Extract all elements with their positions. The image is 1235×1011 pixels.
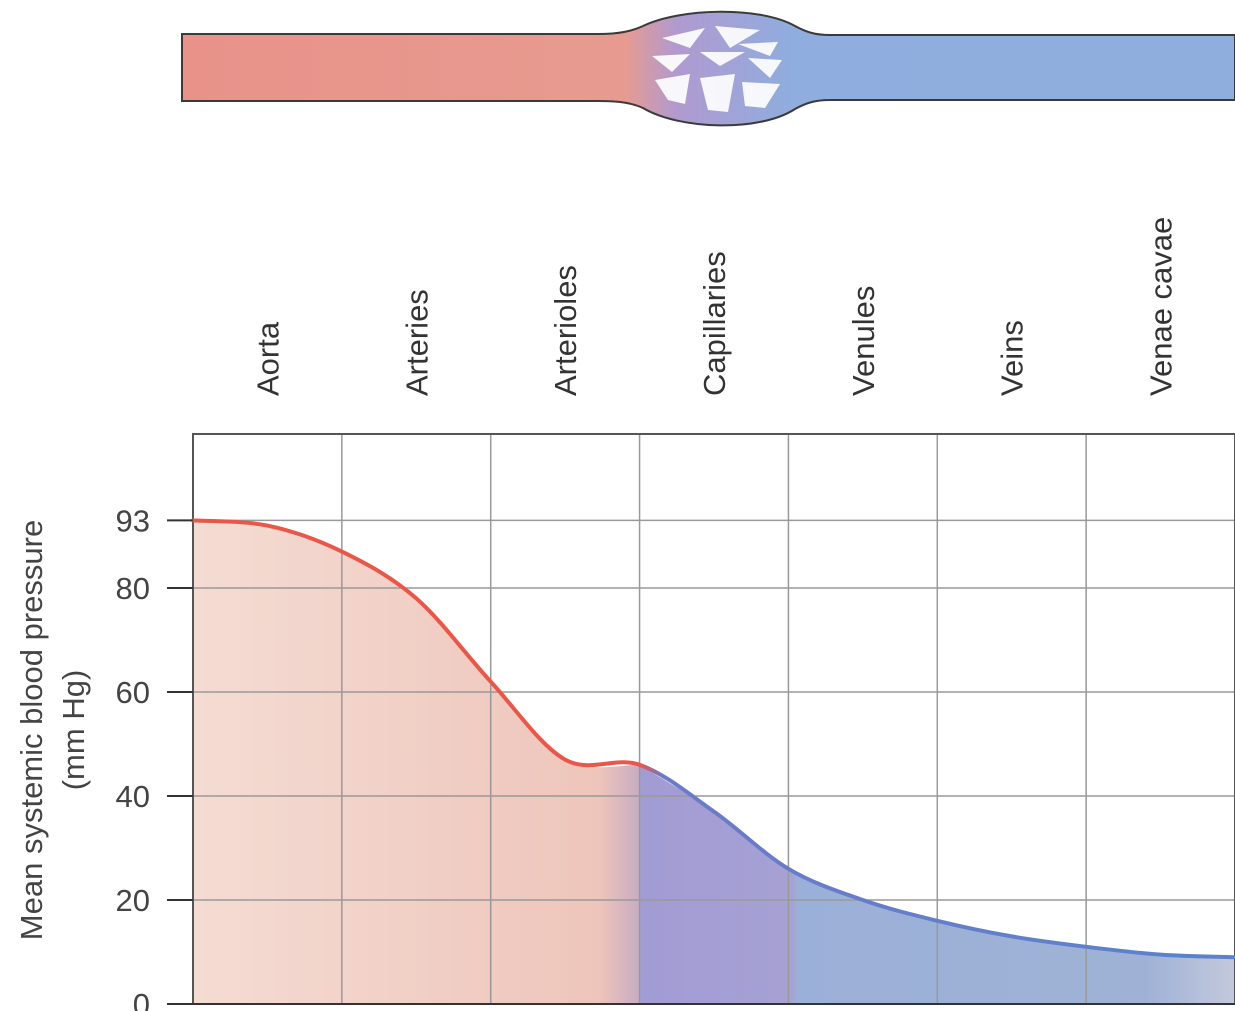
y-axis-unit: (mm Hg) bbox=[56, 670, 91, 791]
category-label: Arterioles bbox=[548, 265, 583, 396]
y-axis: 0 20 40 60 80 93 bbox=[116, 503, 193, 1011]
y-axis-label: Mean systemic blood pressure bbox=[14, 520, 49, 940]
y-tick-label: 20 bbox=[116, 883, 150, 918]
y-axis-title: Mean systemic blood pressure (mm Hg) bbox=[14, 520, 91, 940]
y-tick-label: 60 bbox=[116, 675, 150, 710]
y-tick-label: 0 bbox=[133, 987, 150, 1011]
category-labels: Aorta Arteries Arterioles Capillaries Venule… bbox=[250, 217, 1178, 396]
y-tick-label: 80 bbox=[116, 571, 150, 606]
grid-lines bbox=[193, 434, 1235, 1004]
category-label: Venules bbox=[846, 286, 881, 396]
blood-vessel-diagram bbox=[181, 10, 1235, 127]
plot-area bbox=[167, 433, 1235, 1005]
category-label: Capillaries bbox=[697, 251, 732, 396]
category-label: Veins bbox=[995, 320, 1030, 396]
y-tick-label: 93 bbox=[116, 503, 150, 538]
capillary-network bbox=[652, 26, 782, 112]
category-label: Venae cavae bbox=[1144, 217, 1179, 396]
arterial-area-fill bbox=[193, 520, 640, 1004]
category-label: Aorta bbox=[250, 321, 285, 396]
y-tick-label: 40 bbox=[116, 779, 150, 814]
vessel-tube bbox=[181, 10, 1235, 127]
pressure-curve bbox=[191, 518, 1235, 960]
category-label: Arteries bbox=[399, 289, 434, 396]
